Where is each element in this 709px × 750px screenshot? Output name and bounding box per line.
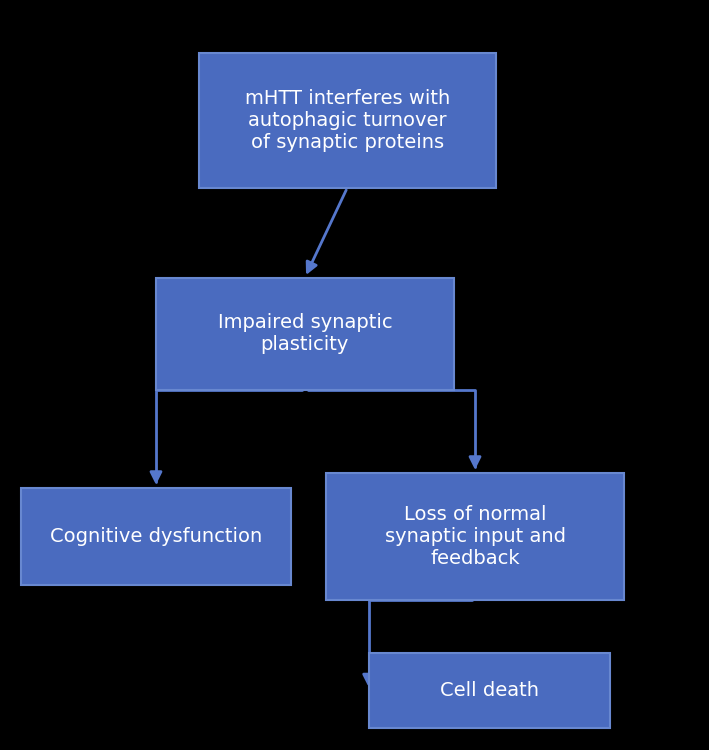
FancyBboxPatch shape — [326, 472, 624, 600]
Text: mHTT interferes with
autophagic turnover
of synaptic proteins: mHTT interferes with autophagic turnover… — [245, 88, 450, 152]
FancyBboxPatch shape — [21, 488, 291, 585]
Text: Loss of normal
synaptic input and
feedback: Loss of normal synaptic input and feedba… — [384, 505, 566, 568]
Text: Cognitive dysfunction: Cognitive dysfunction — [50, 526, 262, 546]
Text: Impaired synaptic
plasticity: Impaired synaptic plasticity — [218, 314, 392, 354]
Text: Cell death: Cell death — [440, 680, 539, 700]
FancyBboxPatch shape — [369, 652, 610, 728]
FancyBboxPatch shape — [156, 278, 454, 390]
FancyBboxPatch shape — [199, 53, 496, 188]
